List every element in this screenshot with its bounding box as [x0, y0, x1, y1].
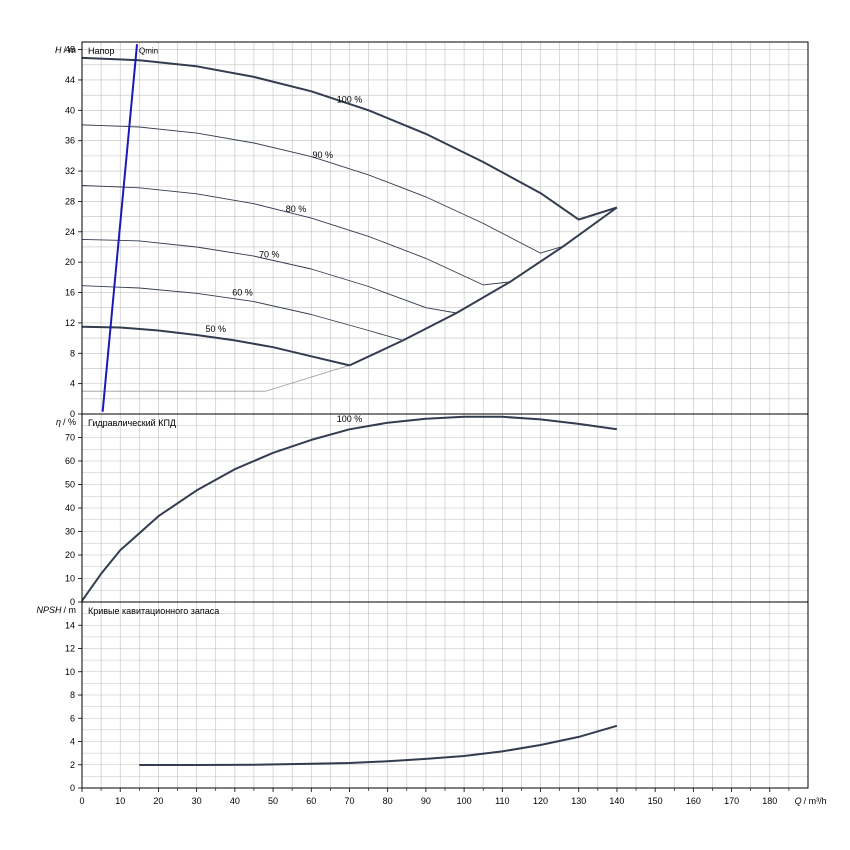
y-tick-label: 40: [65, 503, 75, 513]
x-tick-label: 40: [230, 796, 240, 806]
head-axis-label: H / m: [55, 45, 76, 55]
y-tick-label: 44: [65, 75, 75, 85]
npsh-axis-unit: / m: [64, 605, 77, 615]
curve-annotation: 80 %: [286, 204, 307, 214]
x-tick-label: 90: [421, 796, 431, 806]
y-tick-label: 10: [65, 667, 75, 677]
x-tick-label: 140: [609, 796, 624, 806]
y-tick-label: 10: [65, 574, 75, 584]
x-tick-label: 80: [383, 796, 393, 806]
flow-axis-label: Q / m³/h: [795, 796, 827, 806]
y-tick-label: 60: [65, 456, 75, 466]
y-tick-label: 32: [65, 166, 75, 176]
y-tick-label: 20: [65, 550, 75, 560]
y-tick-label: 0: [70, 409, 75, 419]
y-tick-label: 8: [70, 690, 75, 700]
y-tick-label: 36: [65, 136, 75, 146]
y-tick-label: 14: [65, 620, 75, 630]
y-tick-label: 70: [65, 433, 75, 443]
x-tick-label: 110: [495, 796, 509, 806]
curve-annotation: 100 %: [337, 414, 363, 424]
y-tick-label: 20: [65, 257, 75, 267]
npsh-axis-label: NPSH / m: [36, 605, 76, 615]
curve-annotation: 90 %: [312, 150, 333, 160]
flow-axis-unit: / m³/h: [804, 796, 827, 806]
curve-annotation: 50 %: [205, 324, 226, 334]
x-tick-label: 70: [344, 796, 354, 806]
curve-annotation: 70 %: [259, 250, 280, 260]
x-tick-label: 150: [648, 796, 663, 806]
y-tick-label: 0: [70, 783, 75, 793]
curve-annotation: 100 %: [337, 95, 363, 105]
x-tick-label: 180: [762, 796, 777, 806]
x-tick-label: 100: [457, 796, 472, 806]
head-axis-unit: / m: [64, 45, 77, 55]
series-curve: [81, 56, 618, 221]
envelope-curve: [349, 206, 618, 367]
curves: 100 % 90 % 80 % 70 % 60 % 50 % 100 %: [81, 44, 618, 766]
series-curve: [139, 724, 618, 766]
min-flow-line: [101, 44, 139, 412]
y-tick-label: 4: [70, 737, 75, 747]
series-curve: [81, 238, 457, 314]
npsh-panel-title: Кривые кавитационного запаса: [88, 606, 219, 616]
y-tick-label: 2: [70, 760, 75, 770]
x-tick-label: 60: [306, 796, 316, 806]
x-tick-label: 50: [268, 796, 278, 806]
guide-line: [82, 365, 350, 392]
x-tick-label: 130: [571, 796, 586, 806]
y-tick-label: 12: [65, 318, 75, 328]
efficiency-axis-label: η / %: [56, 417, 76, 427]
x-tick-label: 170: [724, 796, 739, 806]
series-curve: [81, 415, 618, 602]
curve-annotation: 60 %: [232, 288, 253, 298]
npsh-axis-symbol: NPSH: [36, 605, 62, 615]
x-tick-label: 0: [79, 796, 84, 806]
y-tick-label: 48: [65, 45, 75, 55]
x-tick-label: 120: [533, 796, 548, 806]
y-tick-label: 28: [65, 196, 75, 206]
series-curve: [81, 325, 350, 367]
y-tick-label: 40: [65, 105, 75, 115]
qmin-label: Qmin: [139, 46, 158, 55]
x-tick-label: 30: [192, 796, 202, 806]
series-curve: [81, 124, 564, 254]
efficiency-axis-unit: / %: [63, 417, 76, 427]
head-axis-symbol: H: [55, 45, 62, 55]
y-tick-label: 8: [70, 348, 75, 358]
series-curve: [81, 285, 404, 341]
efficiency-panel-title: Гидравлический КПД: [88, 418, 176, 428]
y-tick-label: 50: [65, 480, 75, 490]
series-curve: [81, 185, 511, 286]
x-tick-label: 20: [153, 796, 163, 806]
x-tick-label: 10: [115, 796, 125, 806]
efficiency-axis-symbol: η: [56, 417, 61, 427]
flow-axis-symbol: Q: [795, 796, 802, 806]
y-tick-label: 4: [70, 379, 75, 389]
y-tick-label: 6: [70, 713, 75, 723]
grid: [82, 42, 808, 788]
axis-ticks: 0481216202428323640444801020304050607002…: [65, 45, 790, 806]
x-tick-label: 160: [686, 796, 701, 806]
y-tick-label: 24: [65, 227, 75, 237]
y-tick-label: 30: [65, 527, 75, 537]
y-tick-label: 0: [70, 597, 75, 607]
y-tick-label: 12: [65, 644, 75, 654]
y-tick-label: 16: [65, 288, 75, 298]
head-panel-title: Напор: [88, 46, 114, 56]
